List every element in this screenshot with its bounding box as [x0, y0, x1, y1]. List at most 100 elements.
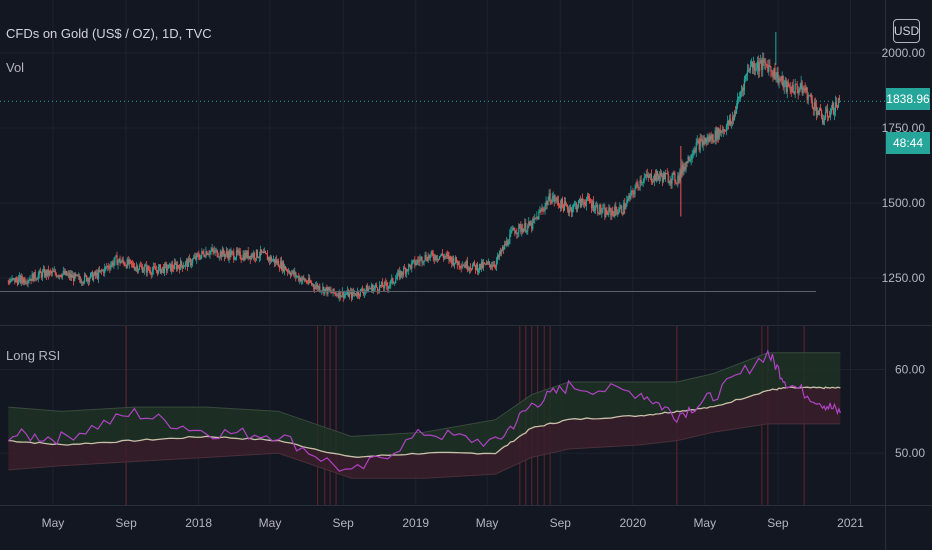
candle-body	[373, 286, 376, 289]
time-tick-label: Sep	[767, 516, 789, 530]
candle-body	[437, 258, 440, 260]
candle-body	[675, 181, 677, 183]
currency-button[interactable]: USD	[893, 19, 920, 43]
candle-body	[615, 206, 617, 211]
candle-body	[621, 205, 623, 214]
candle-body	[7, 281, 9, 282]
candle-body	[19, 275, 21, 283]
candle-body	[376, 287, 379, 291]
candle-body	[703, 140, 705, 144]
candle-body	[336, 294, 338, 296]
candle-body	[463, 264, 465, 267]
candle-body	[473, 261, 476, 265]
candle-body	[178, 265, 180, 267]
candle-body	[14, 278, 16, 283]
candle-body	[34, 271, 36, 279]
candle-body	[705, 137, 707, 143]
candle-body	[708, 136, 710, 142]
candle-body	[552, 195, 554, 199]
candle-body	[196, 253, 198, 260]
candle-body	[411, 262, 413, 269]
candle-body	[75, 273, 77, 276]
candle-body	[684, 167, 686, 170]
candle-body	[579, 198, 582, 207]
candle-body	[626, 200, 628, 207]
time-tick-label: Sep	[332, 516, 354, 530]
candle-body	[695, 142, 697, 152]
candle-body	[234, 257, 237, 260]
candle-body	[808, 95, 810, 97]
candle-body	[96, 272, 99, 279]
candle-body	[205, 251, 207, 257]
candle-body	[314, 286, 316, 289]
candle-body	[346, 290, 349, 295]
candle-body	[128, 259, 130, 265]
candle-body	[332, 288, 334, 294]
candle-body	[740, 91, 743, 93]
candle-body	[568, 209, 571, 213]
candle-body	[821, 117, 824, 124]
candle-body	[488, 261, 491, 265]
candle-body	[664, 173, 666, 180]
candle-body	[97, 270, 100, 279]
candle-body	[255, 249, 258, 259]
candle-body	[731, 116, 734, 122]
candle-body	[658, 175, 661, 180]
candle-body	[452, 257, 454, 264]
candle-body	[465, 260, 467, 268]
candle-body	[747, 70, 750, 72]
candle-body	[572, 204, 575, 210]
candle-body	[464, 264, 466, 268]
candle-body	[183, 265, 186, 267]
candle-body	[685, 161, 687, 170]
candle-body	[185, 260, 188, 263]
candle-body	[234, 259, 236, 261]
rsi-bands	[8, 352, 841, 479]
candle-body	[121, 259, 123, 262]
candle-body	[692, 153, 694, 155]
candle-body	[153, 266, 155, 268]
candle-body	[745, 74, 748, 76]
candle-body	[294, 272, 296, 275]
candle-body	[162, 267, 165, 273]
candle-body	[420, 257, 422, 259]
candle-body	[776, 71, 778, 78]
candle-body	[129, 259, 131, 261]
candle-body	[639, 179, 641, 188]
candle-body	[232, 251, 234, 253]
candle-body	[241, 259, 243, 260]
candle-body	[383, 286, 385, 289]
candle-body	[528, 221, 530, 226]
candle-body	[442, 255, 445, 258]
candle-body	[17, 278, 20, 285]
candle-body	[409, 264, 411, 266]
candle-body	[636, 183, 638, 185]
candle-body	[229, 251, 231, 257]
candle-body	[203, 252, 205, 257]
candle-body	[402, 274, 404, 276]
candle-body	[27, 280, 29, 284]
candle-body	[667, 174, 669, 183]
candle-body	[226, 251, 228, 255]
candle-body	[518, 224, 520, 233]
candle-body	[98, 270, 101, 272]
candle-body	[677, 175, 679, 183]
candle-body	[186, 260, 189, 267]
candle-body	[537, 216, 539, 220]
time-tick-label: May	[259, 516, 282, 530]
candle-body	[554, 200, 556, 202]
candle-body	[602, 207, 604, 212]
candle-body	[608, 207, 610, 215]
candle-body	[604, 207, 606, 218]
candle-body	[599, 204, 601, 215]
candle-body	[613, 212, 615, 217]
last-price-tag: 1838.96	[886, 88, 930, 110]
candle-body	[571, 209, 574, 213]
candle-body	[51, 271, 53, 273]
candle-body	[706, 139, 708, 143]
candle-body	[744, 75, 747, 80]
candle-body	[485, 262, 488, 265]
candle-body	[117, 260, 119, 265]
candle-body	[536, 216, 538, 218]
